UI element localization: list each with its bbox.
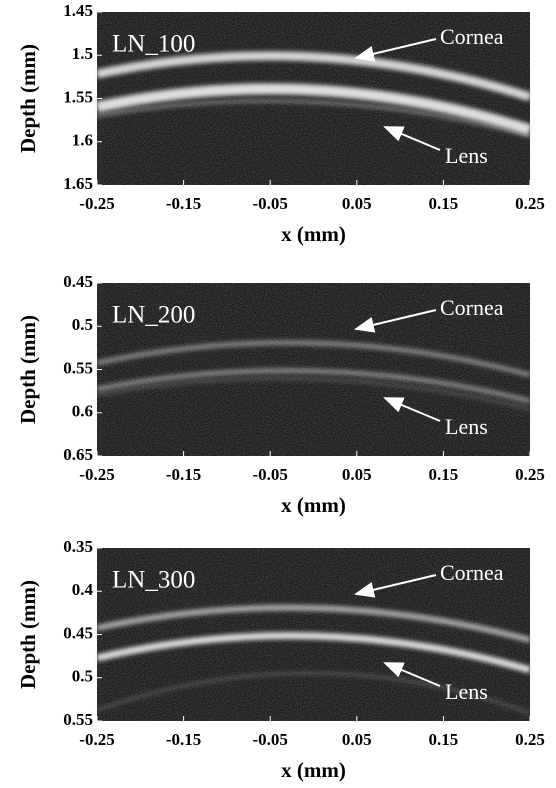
x-tick-label: 0.25	[515, 194, 545, 213]
x-axis-label: x (mm)	[281, 222, 346, 246]
x-tick-label: -0.15	[166, 465, 201, 484]
y-axis-label: Depth (mm)	[16, 44, 40, 153]
x-axis-label: x (mm)	[281, 758, 346, 782]
x-tick-label: -0.05	[252, 465, 287, 484]
annotation: Lens	[445, 143, 488, 168]
tissue-band	[96, 672, 531, 714]
y-tick-label: 1.55	[63, 87, 93, 106]
y-tick-label: 1.6	[72, 131, 93, 150]
tissue-band	[96, 632, 531, 674]
y-tick-label: 0.6	[72, 402, 93, 421]
tissue-band	[96, 51, 532, 102]
x-tick-label: 0.15	[429, 194, 459, 213]
panel-label: LN_200	[112, 302, 195, 329]
y-tick-label: 0.4	[72, 580, 94, 599]
x-tick-label: 0.25	[515, 730, 545, 749]
x-tick-label: 0.05	[342, 730, 372, 749]
x-tick-label: -0.15	[166, 194, 201, 213]
y-tick-label: 0.5	[72, 315, 93, 334]
x-tick-label: -0.05	[252, 730, 287, 749]
arrow	[383, 397, 441, 422]
y-tick-label: 0.55	[63, 710, 93, 729]
y-tick-label: 0.45	[63, 272, 93, 291]
x-tick-label: 0.15	[429, 730, 459, 749]
x-tick-label: -0.25	[79, 730, 114, 749]
arrow	[354, 309, 437, 333]
arrow	[354, 574, 437, 598]
arrow	[383, 126, 441, 151]
tissue-band	[96, 368, 531, 404]
y-tick-label: 0.65	[63, 445, 93, 464]
y-tick-label: 0.45	[63, 623, 93, 642]
annotation: Cornea	[440, 24, 504, 49]
x-tick-label: 0.05	[342, 194, 372, 213]
x-tick-label: -0.25	[79, 465, 114, 484]
x-tick-label: -0.05	[252, 194, 287, 213]
x-tick-label: -0.15	[166, 730, 201, 749]
annotation: Lens	[445, 679, 488, 704]
y-tick-label: 0.55	[63, 358, 93, 377]
y-axis-label: Depth (mm)	[16, 580, 40, 689]
tissue-band	[96, 604, 531, 643]
tissue-band	[95, 83, 532, 136]
x-tick-label: 0.25	[515, 465, 545, 484]
y-tick-label: 1.45	[63, 1, 93, 20]
tissue-band	[96, 99, 531, 138]
x-axis-label: x (mm)	[281, 493, 346, 517]
annotation: Lens	[445, 414, 488, 439]
arrow	[383, 662, 441, 687]
y-axis-label: Depth (mm)	[16, 315, 40, 424]
x-tick-label: 0.15	[429, 465, 459, 484]
panel-label: LN_300	[112, 567, 195, 594]
tissue-band	[96, 340, 531, 378]
x-tick-label: 0.05	[342, 465, 372, 484]
panel-label: LN_100	[112, 31, 195, 58]
y-tick-label: 0.5	[72, 667, 93, 686]
annotation: Cornea	[440, 295, 504, 320]
arrow	[354, 38, 437, 62]
y-tick-label: 1.65	[63, 174, 93, 193]
y-tick-label: 1.5	[72, 44, 93, 63]
y-tick-label: 0.35	[63, 537, 93, 556]
tissue-band	[96, 377, 531, 410]
x-tick-label: -0.25	[79, 194, 114, 213]
annotation: Cornea	[440, 560, 504, 585]
